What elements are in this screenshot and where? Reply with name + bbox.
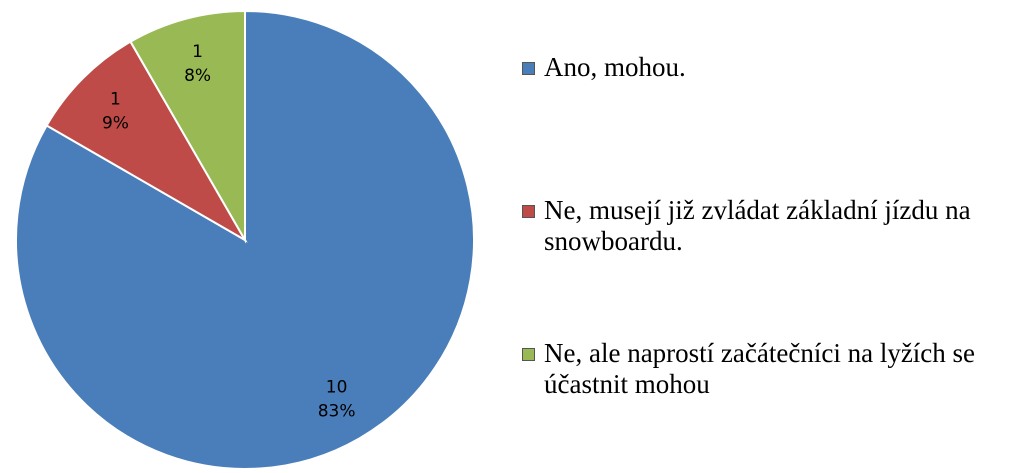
- legend-item: Ne, musejí již zvládat základní jízdu na…: [522, 195, 1022, 338]
- legend-swatch: [522, 205, 535, 218]
- legend-label: Ano, mohou.: [544, 52, 686, 82]
- pie-slice: [45, 40, 248, 243]
- value-label: 10: [326, 378, 348, 398]
- pie-area: 10 83% 1 9% 1 8%: [15, 9, 475, 470]
- value-label: 1: [192, 42, 203, 62]
- percent-label: 8%: [184, 66, 211, 86]
- legend: Ano, mohou. Ne, musejí již zvládat základ…: [522, 52, 1022, 473]
- pie-slice: [129, 9, 246, 244]
- legend-swatch: [522, 348, 535, 361]
- legend-swatch: [522, 62, 535, 75]
- legend-label: Ne, ale naprostí začátečníci na lyžích s…: [544, 338, 976, 399]
- value-label: 1: [110, 89, 121, 109]
- legend-item: Ne, ale naprostí začátečníci na lyžích s…: [522, 338, 1022, 473]
- legend-label: Ne, musejí již zvládat základní jízdu na…: [544, 195, 971, 256]
- legend-item: Ano, mohou.: [522, 52, 1022, 195]
- percent-label: 9%: [102, 113, 129, 133]
- percent-label: 83%: [318, 402, 356, 422]
